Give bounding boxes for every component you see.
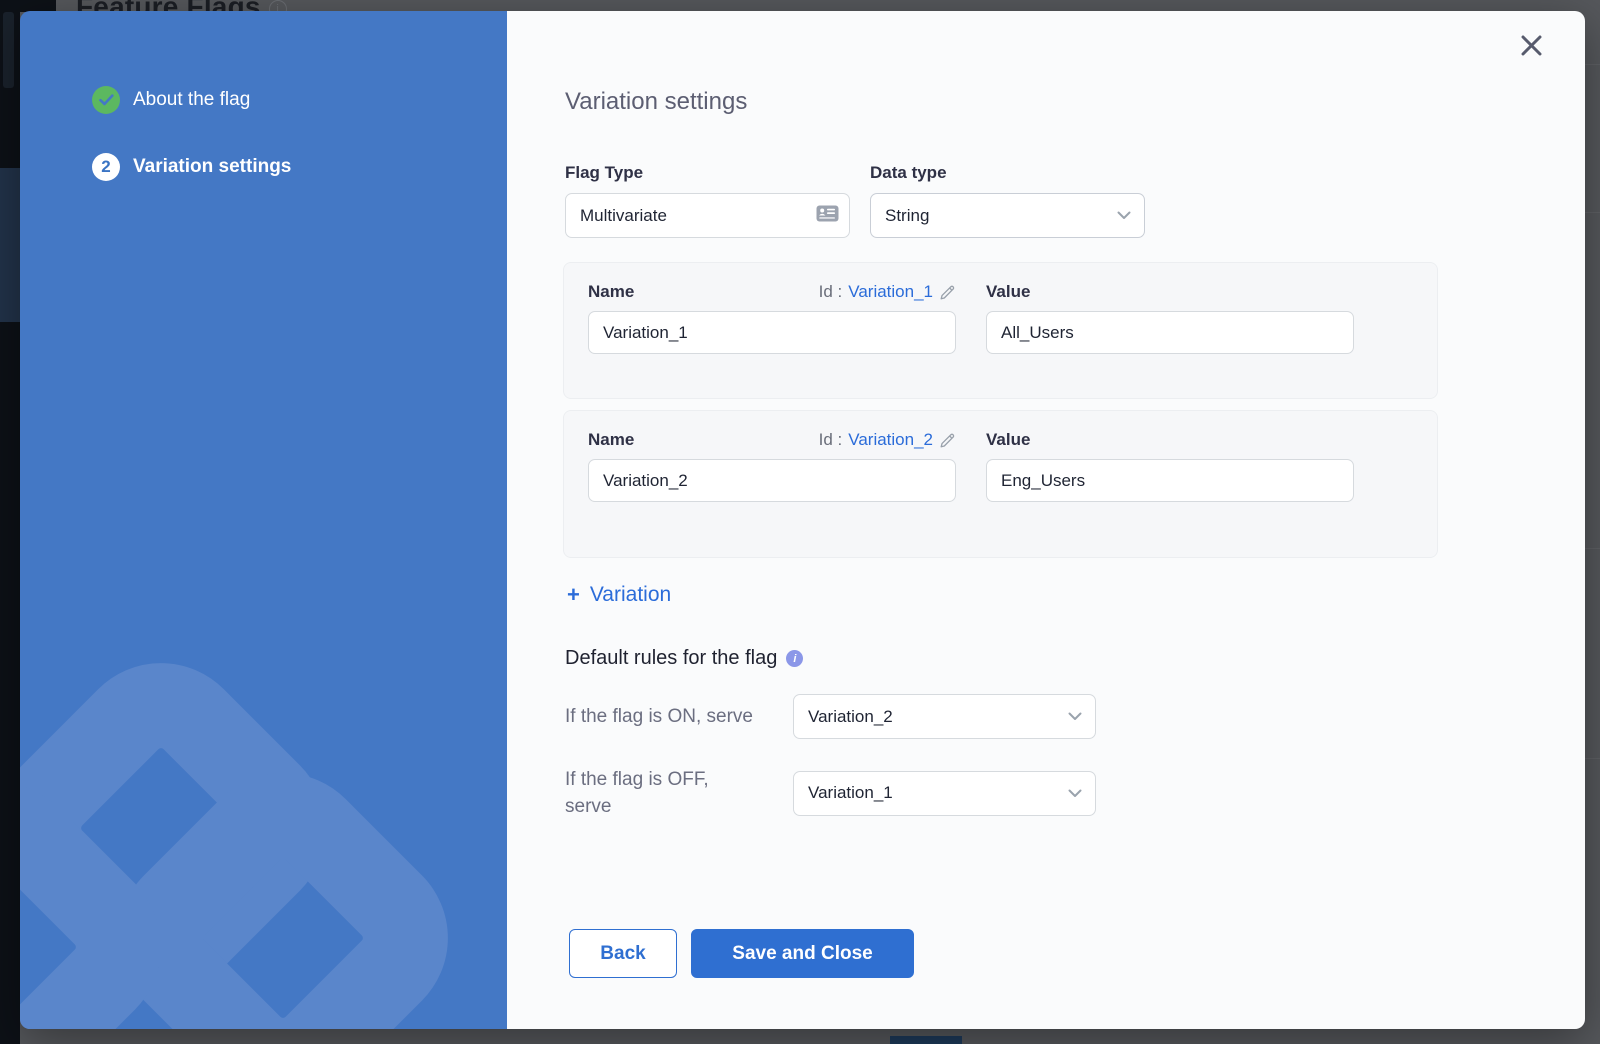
flag-off-rule-row: If the flag is OFF, serve Variation_1 [565, 766, 1096, 820]
flag-on-label: If the flag is ON, serve [565, 706, 753, 727]
variation-id-link[interactable]: Variation_1 [848, 282, 933, 301]
add-variation-label: Variation [589, 583, 672, 606]
edit-pencil-icon[interactable] [939, 284, 956, 301]
value-label: Value [986, 430, 1031, 449]
brand-watermark-logo [20, 663, 448, 1029]
flag-type-field [565, 193, 850, 238]
id-prefix: Id : [818, 282, 843, 301]
background-button [890, 1036, 962, 1044]
close-button[interactable] [1515, 29, 1547, 61]
step-complete-icon [92, 86, 120, 114]
step-about-the-flag[interactable]: About the flag [92, 86, 250, 114]
variation-card-2: Name Id : Variation_2 Value [563, 410, 1438, 558]
back-button[interactable]: Back [569, 929, 677, 978]
flag-on-rule-row: If the flag is ON, serve Variation_2 [565, 694, 1096, 739]
flag-off-label: If the flag is OFF, serve [565, 769, 709, 817]
variation-card-1: Name Id : Variation_1 Value [563, 262, 1438, 399]
app-sidebar-top [0, 0, 56, 12]
divider [1585, 212, 1600, 213]
app-logo [3, 12, 14, 88]
check-icon [98, 94, 114, 106]
name-label: Name [588, 282, 635, 301]
divider [1585, 758, 1600, 759]
default-rules-title: Default rules for the flag i [565, 647, 804, 670]
variation-name-input[interactable] [588, 459, 956, 502]
edit-pencil-icon[interactable] [939, 432, 956, 449]
stepper-panel: About the flag 2 Variation settings [20, 11, 507, 1029]
step-label: Variation settings [133, 156, 292, 177]
info-icon[interactable]: i [786, 650, 804, 667]
flag-on-select[interactable]: Variation_2 [793, 694, 1096, 739]
divider [1585, 64, 1600, 65]
flag-type-input[interactable] [565, 193, 850, 238]
app-sidebar [0, 0, 20, 1044]
variation-settings-panel: Variation settings Flag Type Data type S… [507, 11, 1585, 1029]
flag-type-label: Flag Type [565, 163, 644, 182]
panel-title: Variation settings [565, 88, 748, 115]
step-label: About the flag [133, 89, 251, 110]
step-number-badge: 2 [92, 153, 120, 181]
divider [1585, 548, 1600, 549]
data-type-value: String [885, 205, 930, 225]
chevron-down-icon [1068, 712, 1082, 720]
chevron-down-icon [1068, 789, 1082, 797]
name-label: Name [588, 430, 635, 449]
variation-value-input[interactable] [986, 459, 1354, 502]
variation-id-link[interactable]: Variation_2 [848, 430, 933, 449]
data-type-select[interactable]: String [870, 193, 1145, 238]
data-type-label: Data type [870, 163, 947, 182]
flag-on-value: Variation_2 [808, 706, 893, 726]
plus-icon: + [567, 582, 580, 607]
multivariate-card-icon [816, 204, 839, 227]
value-label: Value [986, 282, 1031, 301]
variation-name-input[interactable] [588, 311, 956, 354]
default-rules-text: Default rules for the flag [565, 647, 778, 669]
flag-off-value: Variation_1 [808, 783, 893, 802]
close-icon [1521, 35, 1541, 55]
add-variation-button[interactable]: + Variation [567, 583, 671, 607]
footer-actions: Back Save and Close [569, 929, 914, 978]
chevron-down-icon [1117, 211, 1131, 219]
id-prefix: Id : [818, 430, 843, 449]
create-flag-modal: About the flag 2 Variation settings Vari… [20, 11, 1585, 1029]
save-and-close-button[interactable]: Save and Close [691, 929, 914, 978]
sidebar-item-selected [0, 168, 20, 322]
flag-off-select[interactable]: Variation_1 [793, 770, 1096, 816]
variation-value-input[interactable] [986, 311, 1354, 354]
step-variation-settings[interactable]: 2 Variation settings [92, 153, 291, 181]
